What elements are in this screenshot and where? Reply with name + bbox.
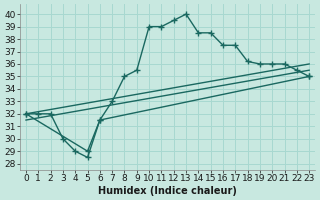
X-axis label: Humidex (Indice chaleur): Humidex (Indice chaleur) <box>98 186 237 196</box>
